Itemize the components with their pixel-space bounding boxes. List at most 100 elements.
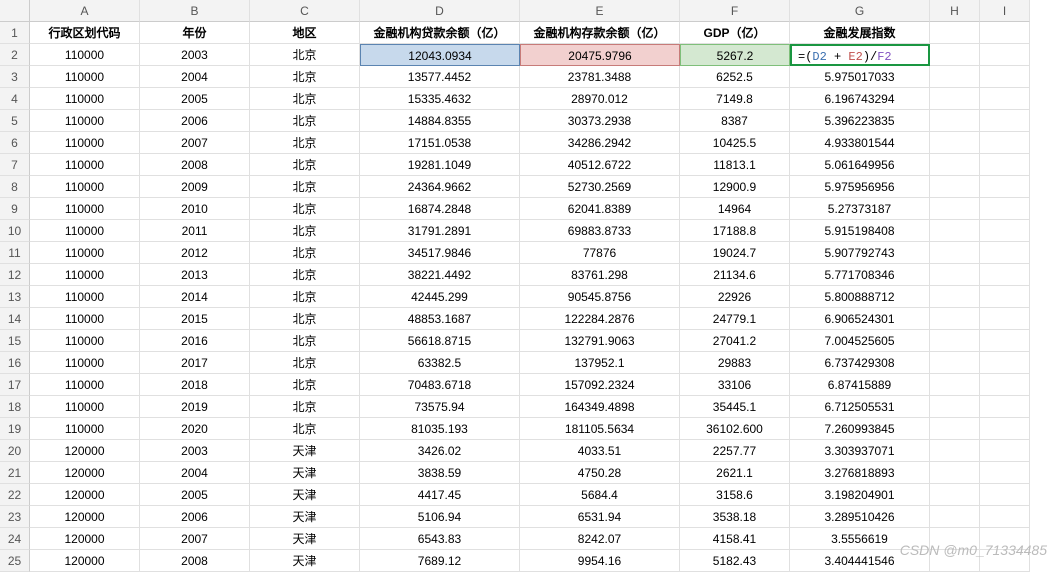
data-cell[interactable]: 48853.1687 [360,308,520,330]
data-cell[interactable] [930,396,980,418]
data-cell[interactable]: 5182.43 [680,550,790,572]
data-cell[interactable]: 5.27373187 [790,198,930,220]
data-cell[interactable]: 83761.298 [520,264,680,286]
data-cell[interactable]: 81035.193 [360,418,520,440]
data-cell[interactable]: 110000 [30,330,140,352]
col-header-H[interactable]: H [930,0,980,22]
data-cell[interactable]: 3.404441546 [790,550,930,572]
data-cell[interactable] [930,352,980,374]
data-cell[interactable]: 110000 [30,242,140,264]
data-cell[interactable]: 6.87415889 [790,374,930,396]
data-cell[interactable]: 137952.1 [520,352,680,374]
data-cell[interactable] [980,44,1030,66]
data-cell[interactable] [930,154,980,176]
data-cell[interactable]: 90545.8756 [520,286,680,308]
data-cell[interactable]: 110000 [30,88,140,110]
data-cell[interactable]: 5.907792743 [790,242,930,264]
data-cell[interactable]: 20475.9796 [520,44,680,66]
data-cell[interactable]: 6543.83 [360,528,520,550]
data-cell[interactable]: 3158.6 [680,484,790,506]
data-cell[interactable] [980,484,1030,506]
data-cell[interactable] [930,308,980,330]
data-cell[interactable]: 29883 [680,352,790,374]
data-cell[interactable]: 北京 [250,66,360,88]
data-cell[interactable]: 12043.0934 [360,44,520,66]
data-cell[interactable]: 120000 [30,506,140,528]
col-header-A[interactable]: A [30,0,140,22]
data-cell[interactable] [980,396,1030,418]
data-cell[interactable]: 15335.4632 [360,88,520,110]
data-cell[interactable] [980,440,1030,462]
col-header-B[interactable]: B [140,0,250,22]
data-cell[interactable]: 110000 [30,154,140,176]
data-cell[interactable] [930,44,980,66]
data-cell[interactable]: 2257.77 [680,440,790,462]
data-cell[interactable] [930,330,980,352]
row-header-18[interactable]: 18 [0,396,30,418]
data-cell[interactable]: 13577.4452 [360,66,520,88]
data-cell[interactable]: 34517.9846 [360,242,520,264]
data-cell[interactable]: 120000 [30,528,140,550]
data-cell[interactable]: 天津 [250,462,360,484]
row-header-7[interactable]: 7 [0,154,30,176]
row-header-21[interactable]: 21 [0,462,30,484]
data-cell[interactable] [980,352,1030,374]
data-cell[interactable]: 3.276818893 [790,462,930,484]
data-cell[interactable]: 北京 [250,396,360,418]
formula-cell[interactable]: =(D2 + E2)/F2 [790,44,930,66]
data-cell[interactable] [980,506,1030,528]
data-cell[interactable]: 3.303937071 [790,440,930,462]
data-cell[interactable]: 天津 [250,506,360,528]
data-cell[interactable] [930,264,980,286]
data-cell[interactable]: 110000 [30,418,140,440]
data-cell[interactable]: 120000 [30,462,140,484]
data-cell[interactable]: 天津 [250,528,360,550]
data-cell[interactable] [930,110,980,132]
col-header-C[interactable]: C [250,0,360,22]
row-header-11[interactable]: 11 [0,242,30,264]
data-cell[interactable] [930,506,980,528]
data-cell[interactable]: 3538.18 [680,506,790,528]
data-cell[interactable] [980,66,1030,88]
data-cell[interactable]: 110000 [30,198,140,220]
data-cell[interactable]: 5106.94 [360,506,520,528]
data-cell[interactable]: 24364.9662 [360,176,520,198]
data-cell[interactable]: 7689.12 [360,550,520,572]
data-cell[interactable]: 110000 [30,44,140,66]
row-header-13[interactable]: 13 [0,286,30,308]
col-header-I[interactable]: I [980,0,1030,22]
data-cell[interactable]: 5.915198408 [790,220,930,242]
data-cell[interactable] [980,374,1030,396]
data-cell[interactable]: 110000 [30,264,140,286]
data-cell[interactable] [980,286,1030,308]
row-header-10[interactable]: 10 [0,220,30,242]
data-cell[interactable]: 110000 [30,396,140,418]
data-cell[interactable] [980,154,1030,176]
data-cell[interactable]: 70483.6718 [360,374,520,396]
data-cell[interactable] [930,462,980,484]
data-cell[interactable]: 23781.3488 [520,66,680,88]
data-cell[interactable]: 56618.8715 [360,330,520,352]
col-header-D[interactable]: D [360,0,520,22]
data-cell[interactable]: 19281.1049 [360,154,520,176]
data-cell[interactable]: 4417.45 [360,484,520,506]
data-cell[interactable] [930,528,980,550]
data-cell[interactable]: 42445.299 [360,286,520,308]
data-cell[interactable]: 7.260993845 [790,418,930,440]
data-cell[interactable]: 5267.2 [680,44,790,66]
data-cell[interactable]: 120000 [30,440,140,462]
data-cell[interactable]: 2015 [140,308,250,330]
data-cell[interactable]: 2013 [140,264,250,286]
data-cell[interactable]: 5.975956956 [790,176,930,198]
row-header-19[interactable]: 19 [0,418,30,440]
data-cell[interactable]: 110000 [30,132,140,154]
data-cell[interactable] [930,220,980,242]
data-cell[interactable] [930,176,980,198]
data-cell[interactable]: 6.196743294 [790,88,930,110]
data-cell[interactable]: 5.771708346 [790,264,930,286]
data-cell[interactable]: 8387 [680,110,790,132]
data-cell[interactable]: 14964 [680,198,790,220]
data-cell[interactable]: 5.975017033 [790,66,930,88]
data-cell[interactable]: 2010 [140,198,250,220]
data-cell[interactable]: 北京 [250,374,360,396]
